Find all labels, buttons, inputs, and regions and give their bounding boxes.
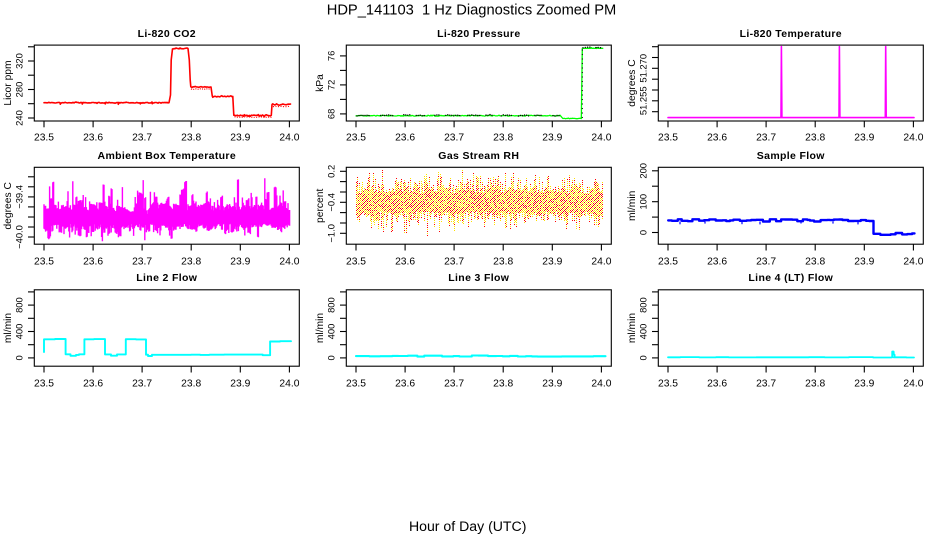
svg-text:0: 0: [14, 355, 25, 360]
svg-text:23.6: 23.6: [395, 256, 415, 267]
svg-text:Li-820 CO2: Li-820 CO2: [138, 28, 196, 40]
svg-text:23.9: 23.9: [542, 256, 562, 267]
svg-text:23.9: 23.9: [854, 133, 874, 144]
svg-text:23.5: 23.5: [34, 256, 54, 267]
svg-text:320: 320: [14, 53, 25, 69]
svg-text:23.7: 23.7: [132, 256, 152, 267]
svg-text:23.8: 23.8: [181, 133, 201, 144]
svg-text:23.9: 23.9: [230, 378, 250, 389]
svg-text:23.7: 23.7: [444, 256, 464, 267]
svg-text:23.8: 23.8: [805, 133, 825, 144]
svg-text:76: 76: [326, 51, 337, 61]
svg-text:24.0: 24.0: [279, 378, 299, 389]
svg-text:23.7: 23.7: [444, 378, 464, 389]
svg-text:23.9: 23.9: [230, 133, 250, 144]
svg-text:Ambient Box Temperature: Ambient Box Temperature: [98, 150, 237, 162]
svg-text:24.0: 24.0: [279, 133, 299, 144]
svg-text:23.5: 23.5: [658, 256, 678, 267]
svg-text:68: 68: [326, 109, 337, 119]
svg-text:degrees C: degrees C: [627, 59, 638, 107]
svg-text:23.5: 23.5: [658, 378, 678, 389]
svg-text:ml/min: ml/min: [627, 190, 638, 221]
svg-text:Gas Stream RH: Gas Stream RH: [438, 150, 519, 162]
svg-text:percent: percent: [315, 188, 326, 222]
svg-text:24.0: 24.0: [591, 378, 611, 389]
svg-text:23.7: 23.7: [756, 256, 776, 267]
svg-text:23.6: 23.6: [707, 133, 727, 144]
svg-text:800: 800: [326, 297, 337, 313]
svg-text:23.7: 23.7: [444, 133, 464, 144]
svg-text:400: 400: [638, 324, 649, 340]
svg-text:23.6: 23.6: [395, 378, 415, 389]
svg-text:Line 3 Flow: Line 3 Flow: [448, 272, 510, 284]
svg-text:280: 280: [14, 82, 25, 98]
svg-text:23.7: 23.7: [132, 378, 152, 389]
svg-text:23.9: 23.9: [854, 256, 874, 267]
svg-text:23.6: 23.6: [707, 378, 727, 389]
svg-text:ml/min: ml/min: [315, 313, 326, 344]
svg-text:kPa: kPa: [315, 74, 326, 92]
svg-text:Hour of Day (UTC): Hour of Day (UTC): [409, 518, 526, 534]
svg-text:23.5: 23.5: [346, 256, 366, 267]
svg-text:HDP_141103 1 Hz Diagnostics Z: HDP_141103 1 Hz Diagnostics Zoomed PM: [327, 3, 617, 19]
svg-text:24.0: 24.0: [591, 256, 611, 267]
svg-text:23.6: 23.6: [83, 256, 103, 267]
svg-text:Licor ppm: Licor ppm: [3, 60, 14, 105]
svg-text:ml/min: ml/min: [3, 313, 14, 344]
svg-text:−1.0: −1.0: [326, 224, 337, 243]
svg-text:23.6: 23.6: [395, 133, 415, 144]
svg-text:400: 400: [14, 324, 25, 340]
svg-text:23.8: 23.8: [181, 256, 201, 267]
svg-text:23.8: 23.8: [493, 133, 513, 144]
svg-text:24.0: 24.0: [591, 133, 611, 144]
svg-text:24.0: 24.0: [903, 256, 923, 267]
svg-text:100: 100: [638, 194, 649, 210]
svg-text:−39.4: −39.4: [14, 185, 25, 209]
svg-text:800: 800: [638, 297, 649, 313]
svg-text:23.5: 23.5: [346, 378, 366, 389]
svg-text:24.0: 24.0: [903, 133, 923, 144]
svg-text:Line 4 (LT) Flow: Line 4 (LT) Flow: [748, 272, 833, 284]
svg-text:23.9: 23.9: [230, 256, 250, 267]
svg-text:23.8: 23.8: [493, 256, 513, 267]
svg-text:Line 2 Flow: Line 2 Flow: [136, 272, 198, 284]
svg-text:23.5: 23.5: [34, 133, 54, 144]
svg-text:72: 72: [326, 80, 337, 90]
svg-text:200: 200: [638, 163, 649, 179]
svg-text:400: 400: [326, 324, 337, 340]
svg-text:800: 800: [14, 297, 25, 313]
svg-text:23.8: 23.8: [181, 378, 201, 389]
svg-text:23.9: 23.9: [542, 133, 562, 144]
svg-text:23.8: 23.8: [805, 256, 825, 267]
svg-text:23.9: 23.9: [854, 378, 874, 389]
svg-text:0: 0: [638, 355, 649, 360]
svg-text:23.8: 23.8: [805, 378, 825, 389]
svg-text:24.0: 24.0: [279, 256, 299, 267]
svg-text:ml/min: ml/min: [627, 313, 638, 344]
svg-text:Li-820 Temperature: Li-820 Temperature: [740, 28, 842, 40]
svg-text:23.6: 23.6: [83, 378, 103, 389]
svg-text:0: 0: [326, 355, 337, 360]
svg-text:0.2: 0.2: [326, 165, 337, 178]
svg-text:0: 0: [638, 230, 649, 235]
svg-text:Sample Flow: Sample Flow: [757, 150, 826, 162]
svg-text:23.5: 23.5: [658, 133, 678, 144]
svg-text:23.7: 23.7: [132, 133, 152, 144]
svg-text:23.5: 23.5: [34, 378, 54, 389]
svg-text:Li-820 Pressure: Li-820 Pressure: [437, 28, 520, 40]
svg-text:23.6: 23.6: [83, 133, 103, 144]
svg-text:51.270: 51.270: [638, 54, 649, 83]
svg-text:−0.4: −0.4: [326, 193, 337, 212]
svg-text:23.7: 23.7: [756, 133, 776, 144]
svg-text:24.0: 24.0: [903, 378, 923, 389]
svg-text:degrees C: degrees C: [3, 181, 14, 229]
svg-text:51.255: 51.255: [638, 86, 649, 115]
svg-text:23.5: 23.5: [346, 133, 366, 144]
svg-text:240: 240: [14, 110, 25, 126]
svg-text:23.6: 23.6: [707, 256, 727, 267]
svg-text:−40.0: −40.0: [14, 225, 25, 249]
svg-text:23.8: 23.8: [493, 378, 513, 389]
svg-text:23.9: 23.9: [542, 378, 562, 389]
svg-text:23.7: 23.7: [756, 378, 776, 389]
